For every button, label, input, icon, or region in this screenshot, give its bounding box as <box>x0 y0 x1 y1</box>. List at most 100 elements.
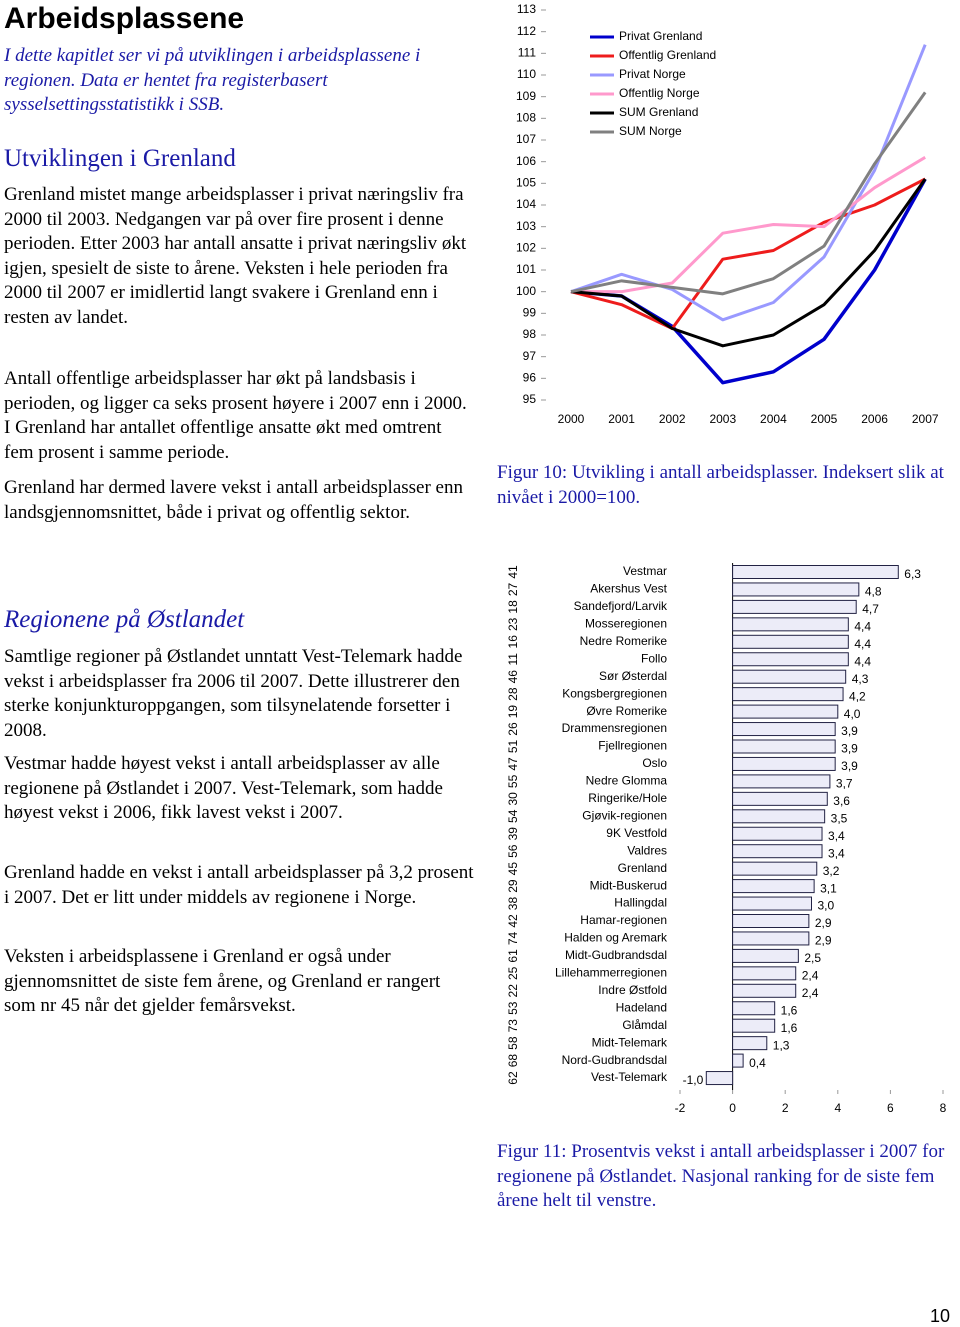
x-tick-label: 2003 <box>709 412 736 426</box>
value-label: 3,7 <box>836 777 853 791</box>
rank-label: 54 <box>506 809 520 823</box>
category-label: Øvre Romerike <box>586 704 667 718</box>
value-label: 6,3 <box>904 567 921 581</box>
legend-label: SUM Norge <box>619 124 682 138</box>
value-label: 2,4 <box>802 969 819 983</box>
rank-label: 16 <box>506 635 520 649</box>
bar <box>732 704 839 719</box>
page-number: 10 <box>930 1306 951 1326</box>
bar <box>732 669 847 684</box>
value-label: 2,9 <box>815 916 832 930</box>
category-label: Hallingdal <box>614 896 667 910</box>
rank-label: 27 <box>506 582 520 596</box>
value-label: -1,0 <box>683 1073 704 1087</box>
category-label: Kongsbergregionen <box>562 686 667 700</box>
bar <box>732 983 797 998</box>
bar <box>732 599 857 614</box>
x-tick-label: 4 <box>834 1101 841 1115</box>
category-label: Lillehammerregionen <box>555 966 667 980</box>
y-tick-label: 95 <box>523 392 537 406</box>
category-label: Nedre Romerike <box>580 634 668 648</box>
y-tick-label: 113 <box>517 2 536 16</box>
bar <box>732 687 844 702</box>
bar <box>732 791 828 806</box>
legend-label: Offentlig Grenland <box>619 48 716 62</box>
value-label: 4,3 <box>852 672 869 686</box>
category-label: Grenland <box>618 861 667 875</box>
rank-label: 28 <box>506 687 520 701</box>
value-label: 4,8 <box>865 585 882 599</box>
paragraph: Samtlige regioner på Østlandet unntatt V… <box>4 646 463 741</box>
rank-label: 55 <box>506 774 520 788</box>
series-line <box>570 91 927 296</box>
y-tick-label: 105 <box>516 176 536 190</box>
value-label: 4,4 <box>854 637 871 651</box>
bar <box>705 1071 734 1086</box>
bar <box>732 774 831 789</box>
value-label: 3,5 <box>831 811 848 825</box>
category-label: Glåmdal <box>622 1018 667 1032</box>
category-label: Vestmar <box>623 564 667 578</box>
x-tick-label: 2000 <box>558 412 585 426</box>
category-label: Vest-Telemark <box>591 1070 668 1084</box>
rank-label: 46 <box>506 670 520 684</box>
x-tick-label: 0 <box>729 1101 736 1115</box>
y-tick-label: 101 <box>516 262 536 276</box>
bar <box>732 879 815 894</box>
bar <box>732 1036 768 1051</box>
category-label: Gjøvik-regionen <box>582 808 667 822</box>
series-line <box>571 156 926 294</box>
bar <box>732 634 849 649</box>
value-label: 4,7 <box>862 602 879 616</box>
y-tick-label: 100 <box>516 284 536 298</box>
bar <box>732 896 812 911</box>
value-label: 1,3 <box>773 1038 790 1052</box>
value-label: 3,9 <box>841 724 858 738</box>
legend-label: Privat Grenland <box>619 29 702 43</box>
value-label: 1,6 <box>781 1021 798 1035</box>
value-label: 2,5 <box>804 951 821 965</box>
value-label: 3,0 <box>818 899 835 913</box>
intro: I dette kapitlet ser vi på utviklingen i… <box>4 45 421 116</box>
value-label: 1,6 <box>781 1003 798 1017</box>
bar <box>732 617 849 632</box>
category-label: Sandefjord/Larvik <box>574 599 668 613</box>
y-tick-label: 111 <box>518 46 537 60</box>
category-label: Midt-Buskerud <box>590 878 667 892</box>
rank-label: 74 <box>506 931 520 945</box>
y-tick-label: 108 <box>516 111 536 125</box>
rank-label: 26 <box>506 722 520 736</box>
category-label: Hamar-regionen <box>580 913 667 927</box>
paragraph: Vestmar hadde høyest vekst i antall arbe… <box>4 753 443 824</box>
y-tick-label: 110 <box>517 67 536 81</box>
value-label: 4,4 <box>854 654 871 668</box>
value-label: 3,9 <box>841 742 858 756</box>
bar <box>732 722 836 737</box>
bar <box>732 826 823 841</box>
y-tick-label: 104 <box>516 197 536 211</box>
rank-label: 42 <box>506 914 520 928</box>
rank-label: 58 <box>506 1036 520 1050</box>
y-tick-label: 98 <box>523 327 537 341</box>
rank-label: 22 <box>506 984 520 998</box>
value-label: 3,1 <box>820 881 837 895</box>
value-label: 2,4 <box>802 986 819 1000</box>
y-tick-label: 102 <box>516 241 536 255</box>
x-tick-label: 2006 <box>861 412 888 426</box>
paragraph: Grenland mistet mange arbeidsplasser i p… <box>4 184 467 328</box>
y-tick-label: 103 <box>516 219 536 233</box>
paragraph: Grenland har dermed lavere vekst i antal… <box>4 477 463 523</box>
y-tick-label: 97 <box>523 349 537 363</box>
category-label: 9K Vestfold <box>606 826 667 840</box>
rank-label: 56 <box>506 844 520 858</box>
series-line <box>570 44 927 322</box>
y-tick-label: 112 <box>517 24 536 38</box>
value-label: 3,4 <box>828 829 845 843</box>
category-label: Sør Østerdal <box>599 669 667 683</box>
rank-label: 29 <box>506 879 520 893</box>
category-label: Valdres <box>627 843 667 857</box>
legend-label: Offentlig Norge <box>619 86 700 100</box>
category-label: Midt-Telemark <box>592 1035 668 1049</box>
bar <box>732 1053 744 1068</box>
bar <box>732 1018 776 1033</box>
